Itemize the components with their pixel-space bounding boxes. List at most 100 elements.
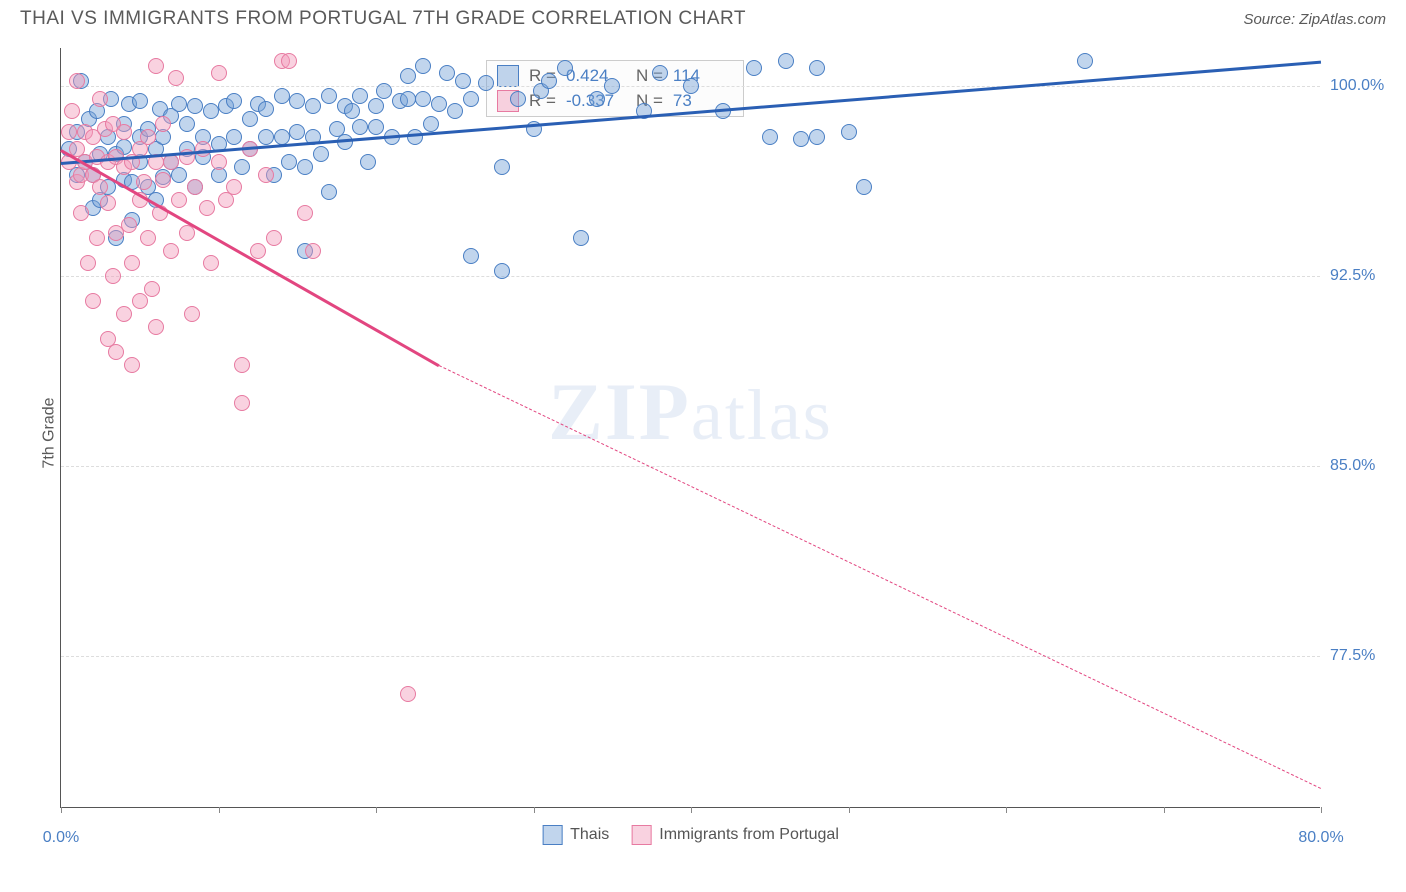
scatter-point: [163, 154, 179, 170]
y-tick-label: 85.0%: [1330, 457, 1390, 475]
scatter-point: [124, 255, 140, 271]
scatter-point: [108, 344, 124, 360]
scatter-point: [400, 91, 416, 107]
watermark-zip: ZIP: [548, 366, 691, 457]
scatter-point: [281, 53, 297, 69]
scatter-point: [203, 255, 219, 271]
scatter-point: [179, 116, 195, 132]
scatter-point: [809, 129, 825, 145]
scatter-point: [494, 159, 510, 175]
trend-line-dashed: [439, 365, 1321, 789]
scatter-point: [541, 73, 557, 89]
scatter-point: [73, 205, 89, 221]
scatter-point: [140, 129, 156, 145]
scatter-point: [226, 93, 242, 109]
x-tick: [691, 807, 692, 813]
scatter-point: [80, 255, 96, 271]
n-value-thais: 114: [673, 66, 733, 86]
legend-swatch-icon: [542, 825, 562, 845]
scatter-point: [92, 91, 108, 107]
scatter-point: [360, 154, 376, 170]
scatter-point: [199, 200, 215, 216]
scatter-point: [344, 103, 360, 119]
scatter-point: [297, 205, 313, 221]
scatter-point: [234, 357, 250, 373]
legend-label: Immigrants from Portugal: [659, 826, 839, 844]
scatter-point: [439, 65, 455, 81]
scatter-point: [105, 268, 121, 284]
legend-label: Thais: [570, 826, 609, 844]
x-tick: [1006, 807, 1007, 813]
legend-swatch-thais: [497, 65, 519, 87]
scatter-point: [274, 129, 290, 145]
scatter-point: [116, 306, 132, 322]
scatter-point: [274, 88, 290, 104]
scatter-point: [368, 119, 384, 135]
scatter-point: [184, 306, 200, 322]
x-tick: [61, 807, 62, 813]
scatter-point: [683, 78, 699, 94]
scatter-point: [415, 91, 431, 107]
scatter-point: [132, 293, 148, 309]
scatter-point: [415, 58, 431, 74]
scatter-point: [305, 98, 321, 114]
scatter-point: [589, 91, 605, 107]
scatter-point: [69, 73, 85, 89]
scatter-point: [400, 68, 416, 84]
scatter-point: [242, 111, 258, 127]
scatter-point: [116, 124, 132, 140]
scatter-point: [144, 281, 160, 297]
scatter-point: [234, 159, 250, 175]
scatter-point: [163, 243, 179, 259]
scatter-point: [510, 91, 526, 107]
scatter-point: [211, 154, 227, 170]
x-tick: [534, 807, 535, 813]
scatter-point: [841, 124, 857, 140]
scatter-point: [92, 179, 108, 195]
scatter-point: [809, 60, 825, 76]
grid-line: [61, 656, 1320, 657]
scatter-point: [1077, 53, 1093, 69]
scatter-point: [85, 293, 101, 309]
scatter-point: [258, 167, 274, 183]
scatter-point: [352, 88, 368, 104]
scatter-point: [313, 146, 329, 162]
scatter-point: [266, 230, 282, 246]
grid-line: [61, 466, 1320, 467]
scatter-point: [455, 73, 471, 89]
scatter-point: [258, 129, 274, 145]
scatter-point: [297, 159, 313, 175]
x-tick: [219, 807, 220, 813]
y-tick-label: 77.5%: [1330, 647, 1390, 665]
x-tick: [1321, 807, 1322, 813]
scatter-point: [203, 103, 219, 119]
y-tick-label: 100.0%: [1330, 77, 1390, 95]
scatter-point: [778, 53, 794, 69]
scatter-point: [64, 103, 80, 119]
legend-item-thais: Thais: [542, 825, 609, 845]
scatter-point: [168, 70, 184, 86]
legend-item-portugal: Immigrants from Portugal: [631, 825, 839, 845]
scatter-point: [211, 65, 227, 81]
scatter-point: [148, 58, 164, 74]
source-label: Source: ZipAtlas.com: [1243, 11, 1386, 28]
scatter-point: [793, 131, 809, 147]
x-tick: [849, 807, 850, 813]
legend-swatch-icon: [631, 825, 651, 845]
y-axis-label: 7th Grade: [41, 397, 59, 468]
scatter-point: [89, 230, 105, 246]
scatter-point: [400, 686, 416, 702]
chart-title: THAI VS IMMIGRANTS FROM PORTUGAL 7TH GRA…: [20, 8, 746, 30]
scatter-point: [281, 154, 297, 170]
scatter-point: [431, 96, 447, 112]
x-tick: [376, 807, 377, 813]
x-tick-label: 80.0%: [1298, 829, 1343, 847]
plot-area: ZIPatlas R = 0.424 N = 114 R = -0.337 N …: [60, 48, 1320, 808]
scatter-point: [321, 184, 337, 200]
scatter-point: [557, 60, 573, 76]
scatter-point: [407, 129, 423, 145]
scatter-point: [179, 225, 195, 241]
scatter-point: [187, 179, 203, 195]
scatter-point: [494, 263, 510, 279]
x-tick: [1164, 807, 1165, 813]
